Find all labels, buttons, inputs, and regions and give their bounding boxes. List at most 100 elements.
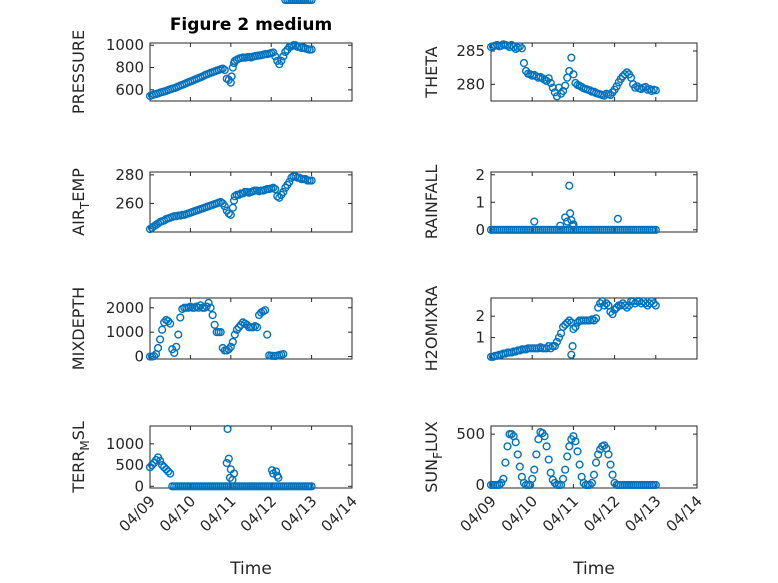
data-point xyxy=(234,323,243,332)
y-axis-label: MIXDEPTH xyxy=(69,287,88,370)
data-point xyxy=(651,480,660,490)
data-point xyxy=(227,72,236,81)
data-point xyxy=(224,345,233,354)
data-point xyxy=(561,81,570,90)
data-point xyxy=(575,460,584,469)
y-tick-label: 280 xyxy=(456,75,485,93)
data-point xyxy=(166,319,175,328)
data-point xyxy=(495,480,504,490)
data-point xyxy=(519,58,529,68)
data-point xyxy=(160,463,169,472)
y-tick-label: 1 xyxy=(475,329,485,347)
data-point xyxy=(225,473,235,482)
data-point xyxy=(554,333,564,342)
data-point xyxy=(176,313,185,322)
data-point xyxy=(271,185,280,194)
data-point xyxy=(587,478,597,488)
data-point xyxy=(511,438,520,447)
data-point xyxy=(558,86,568,96)
data-point xyxy=(589,470,599,479)
data-point xyxy=(222,458,231,468)
data-point xyxy=(194,303,203,312)
data-point xyxy=(263,330,272,339)
data-point xyxy=(647,297,656,306)
data-point xyxy=(279,52,288,61)
data-point xyxy=(620,70,630,79)
data-point xyxy=(568,342,577,351)
data-point xyxy=(544,74,553,83)
data-point xyxy=(515,462,524,471)
data-point xyxy=(220,202,229,211)
x-tick-label: 04/12 xyxy=(580,492,623,535)
y-tick-label: 2000 xyxy=(106,299,144,317)
data-point xyxy=(279,350,288,359)
x-axis-label: Time xyxy=(229,559,272,579)
data-point xyxy=(569,70,578,79)
data-point xyxy=(542,442,551,451)
axes-box xyxy=(490,171,698,233)
data-point xyxy=(569,432,578,441)
data-point xyxy=(591,458,601,467)
data-point xyxy=(174,330,183,339)
data-point xyxy=(164,467,173,476)
data-point xyxy=(216,197,225,207)
data-point xyxy=(162,465,171,474)
data-point xyxy=(307,45,316,54)
y-tick-label: 800 xyxy=(115,59,144,77)
data-point xyxy=(613,214,622,223)
data-point xyxy=(274,473,283,482)
data-point xyxy=(606,307,615,317)
x-tick-label: 04/13 xyxy=(621,492,664,535)
axes-box xyxy=(149,42,353,102)
data-point xyxy=(651,225,660,234)
data-point xyxy=(497,478,506,488)
data-point xyxy=(622,303,632,312)
data-point xyxy=(164,317,173,326)
data-point xyxy=(567,216,576,225)
subplot-5: 0 1000 2000 MIXDEPTH xyxy=(69,0,353,370)
y-axis-label: THETA xyxy=(422,46,441,98)
data-point xyxy=(530,465,539,474)
x-tick-label: 04/10 xyxy=(156,492,199,535)
data-point xyxy=(571,322,580,331)
data-point xyxy=(649,299,658,308)
subplot-6: 1 2 H2OMIXRA xyxy=(422,286,698,371)
data-point xyxy=(149,351,159,361)
y-tick-label: 1000 xyxy=(106,36,144,54)
subplot-3: 260 280 AIRTEMP xyxy=(69,166,353,236)
y-axis-label: TERRMSL xyxy=(69,421,92,494)
subplot-2: 280 285 THETA xyxy=(422,40,698,102)
data-point xyxy=(604,450,613,459)
y-tick-label: 1000 xyxy=(106,323,144,341)
data-point xyxy=(612,303,621,312)
data-point xyxy=(571,437,580,446)
y-tick-label: 500 xyxy=(456,425,485,443)
data-point xyxy=(224,454,233,463)
data-point xyxy=(608,309,617,319)
data-point xyxy=(273,192,282,201)
data-point xyxy=(515,42,524,51)
data-point xyxy=(261,306,270,315)
data-point xyxy=(622,68,632,77)
data-point xyxy=(158,460,167,470)
data-point xyxy=(594,450,603,459)
data-point xyxy=(589,316,599,325)
data-point xyxy=(172,342,181,351)
data-point xyxy=(503,442,512,451)
data-point xyxy=(569,220,578,229)
y-tick-label: 285 xyxy=(456,42,485,60)
data-point xyxy=(287,173,296,182)
data-point xyxy=(279,187,288,197)
figure-title: Figure 2 medium xyxy=(170,15,332,35)
data-point xyxy=(226,342,235,351)
data-point xyxy=(540,432,549,441)
data-point xyxy=(269,48,278,57)
data-point xyxy=(610,305,619,314)
data-point xyxy=(204,298,213,307)
data-point xyxy=(591,314,601,323)
data-point xyxy=(567,350,576,359)
y-tick-label: 600 xyxy=(115,81,144,99)
x-axis-label: Time xyxy=(572,559,615,579)
data-point xyxy=(277,56,286,65)
data-point xyxy=(598,297,607,306)
